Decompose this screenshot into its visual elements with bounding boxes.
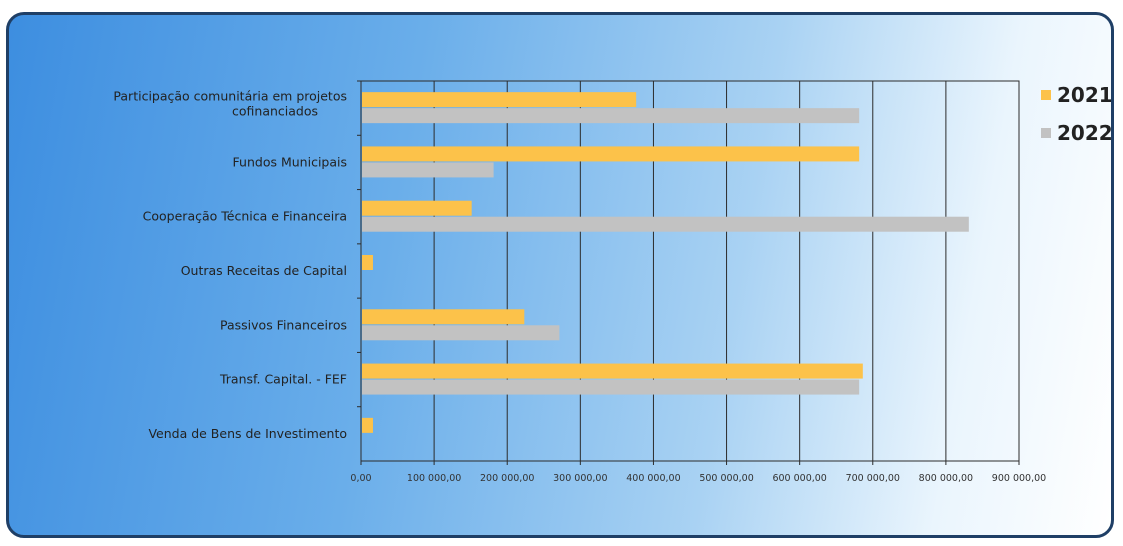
bar-2021 [362, 200, 472, 216]
category-label: Transf. Capital. - FEF [219, 372, 347, 387]
x-tick-label: 300 000,00 [553, 473, 607, 484]
x-tick-label: 500 000,00 [699, 473, 753, 484]
bar-2022 [362, 379, 860, 395]
category-label: Venda de Bens de Investimento [148, 426, 347, 441]
x-tick-label: 600 000,00 [772, 473, 826, 484]
legend-label: 2022 [1057, 121, 1111, 145]
x-tick-label: 800 000,00 [919, 473, 973, 484]
legend-swatch [1041, 90, 1051, 100]
bar-2021 [362, 92, 637, 108]
bar-2021 [362, 146, 860, 162]
category-label: Outras Receitas de Capital [181, 263, 347, 278]
bar-2021 [362, 363, 863, 379]
x-tick-label: 400 000,00 [626, 473, 680, 484]
category-label: Passivos Financeiros [220, 317, 347, 332]
bar-2021 [362, 309, 525, 325]
bar-2021 [362, 255, 373, 270]
x-tick-label: 900 000,00 [992, 473, 1046, 484]
x-tick-label: 0,00 [350, 473, 371, 484]
bar-2021 [362, 417, 373, 433]
legend-swatch [1041, 128, 1051, 138]
plot-area [360, 80, 1020, 462]
x-tick-label: 100 000,00 [407, 473, 461, 484]
bar-2022 [362, 108, 860, 124]
legend-label: 2021 [1057, 83, 1111, 107]
category-label: Participação comunitária em projetos [113, 89, 347, 104]
chart-frame: 0,00 100 000,00 200 000,00 300 000,00 400 00… [6, 12, 1114, 538]
category-label: cofinanciados [232, 104, 318, 119]
bar-2022 [362, 162, 494, 178]
bar-chart: 0,00 100 000,00 200 000,00 300 000,00 400 00… [113, 80, 1111, 484]
x-tick-label: 200 000,00 [480, 473, 534, 484]
bar-2022 [362, 216, 969, 232]
bar-2022 [362, 325, 560, 341]
category-label: Fundos Municipais [233, 154, 347, 169]
category-label: Cooperação Técnica e Financeira [143, 209, 347, 224]
x-tick-label: 700 000,00 [846, 473, 900, 484]
